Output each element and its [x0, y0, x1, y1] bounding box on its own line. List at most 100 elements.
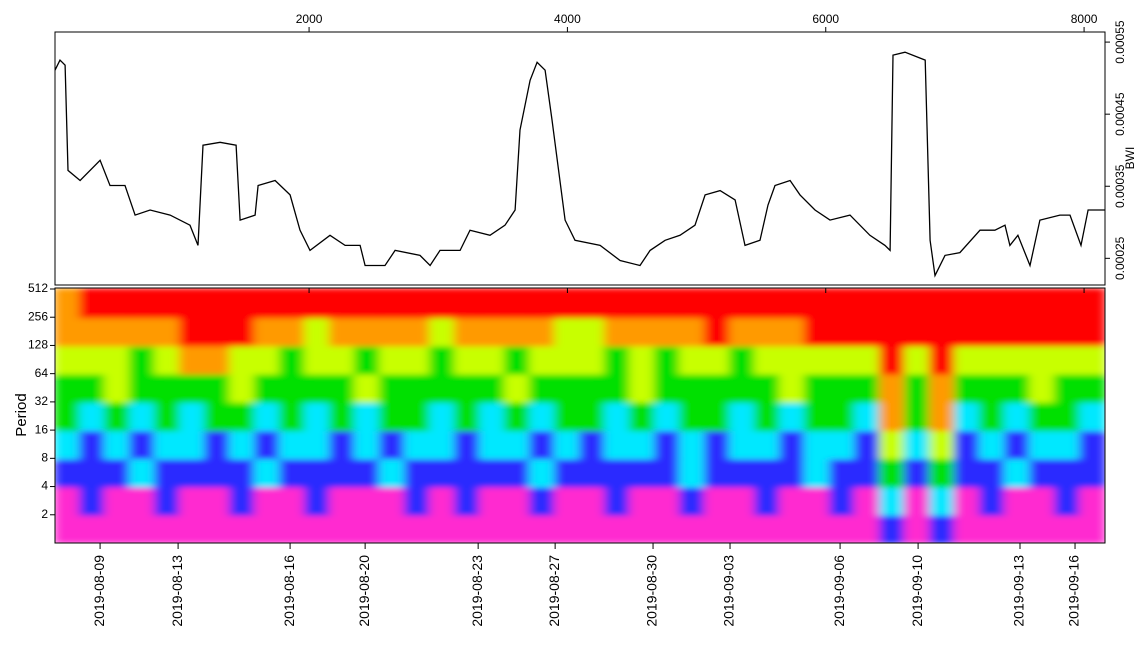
heat-cell: [554, 429, 581, 460]
heat-cell: [829, 513, 856, 543]
heat-cell: [1079, 288, 1105, 319]
heat-cell: [279, 457, 306, 488]
heatmap-cells: [55, 288, 1105, 543]
heat-cell: [904, 372, 931, 403]
heat-cell: [55, 316, 81, 347]
heat-cell: [629, 485, 656, 516]
heat-cell: [404, 429, 431, 460]
heat-cell: [454, 485, 481, 516]
heat-cell: [129, 457, 156, 488]
heat-cell: [55, 400, 81, 432]
y-tick-label: 16: [35, 422, 49, 436]
heat-cell: [929, 457, 956, 488]
heat-cell: [479, 400, 506, 432]
heat-cell: [529, 457, 556, 488]
heat-cell: [479, 429, 506, 460]
heat-cell: [704, 457, 731, 488]
heat-cell: [529, 400, 556, 432]
heat-cell: [779, 288, 806, 319]
x-tick-label: 6000: [812, 12, 839, 26]
heat-cell: [354, 344, 381, 375]
heat-cell: [454, 400, 481, 432]
y-tick-label: 0.00045: [1113, 92, 1127, 136]
heat-cell: [804, 316, 831, 347]
heat-cell: [204, 457, 231, 488]
heat-cell: [254, 513, 281, 543]
heat-cell: [579, 372, 606, 403]
heat-cell: [404, 344, 431, 375]
x-tick-label: 2019-08-20: [356, 555, 372, 627]
heat-cell: [679, 288, 706, 319]
heat-cell: [254, 457, 281, 488]
heat-cell: [479, 457, 506, 488]
y-tick-label: 64: [35, 366, 49, 380]
heat-cell: [279, 316, 306, 347]
heat-cell: [1029, 400, 1056, 432]
heat-cell: [154, 485, 181, 516]
heat-cell: [229, 400, 256, 432]
heat-cell: [1054, 513, 1081, 543]
heat-cell: [179, 513, 206, 543]
heat-cell: [429, 457, 456, 488]
heat-cell: [479, 372, 506, 403]
x-tick-label: 2019-08-23: [469, 555, 485, 627]
heat-cell: [679, 429, 706, 460]
heat-cell: [904, 400, 931, 432]
heat-cell: [829, 288, 856, 319]
heat-cell: [679, 457, 706, 488]
heat-cell: [329, 457, 356, 488]
heat-cell: [604, 344, 631, 375]
heat-cell: [1029, 344, 1056, 375]
y-tick-label: 0.00055: [1113, 20, 1127, 64]
heat-cell: [354, 457, 381, 488]
heat-cell: [1054, 485, 1081, 516]
heat-cell: [529, 372, 556, 403]
heat-cell: [854, 344, 881, 375]
heat-cell: [729, 372, 756, 403]
x-tick-label: 2019-09-13: [1011, 555, 1027, 627]
heat-cell: [1004, 400, 1031, 432]
heat-cell: [1029, 372, 1056, 403]
heat-cell: [354, 288, 381, 319]
heat-cell: [104, 457, 131, 488]
heat-cell: [804, 485, 831, 516]
heat-cell: [804, 288, 831, 319]
heat-cell: [629, 429, 656, 460]
heat-cell: [804, 344, 831, 375]
heat-cell: [154, 288, 181, 319]
heat-cell: [654, 485, 681, 516]
heat-cell: [604, 400, 631, 432]
heat-cell: [529, 316, 556, 347]
heat-cell: [729, 457, 756, 488]
heat-cell: [604, 316, 631, 347]
x-tick-label: 4000: [554, 12, 581, 26]
heat-cell: [329, 316, 356, 347]
heat-cell: [829, 485, 856, 516]
heat-cell: [55, 513, 81, 543]
heat-cell: [229, 372, 256, 403]
heat-cell: [279, 429, 306, 460]
heat-cell: [629, 457, 656, 488]
heat-cell: [879, 400, 906, 432]
heat-cell: [604, 288, 631, 319]
y-tick-label: 4: [41, 479, 48, 493]
heat-cell: [404, 400, 431, 432]
heat-cell: [354, 485, 381, 516]
heat-cell: [854, 316, 881, 347]
heat-cell: [954, 372, 981, 403]
heat-cell: [954, 485, 981, 516]
heat-cell: [1054, 400, 1081, 432]
heat-cell: [379, 485, 406, 516]
heat-cell: [154, 372, 181, 403]
top-frame: [54, 31, 1106, 286]
heat-cell: [354, 316, 381, 347]
heat-cell: [579, 344, 606, 375]
heat-cell: [79, 513, 106, 543]
heat-cell: [779, 457, 806, 488]
y-tick-label: 0.00035: [1113, 164, 1127, 208]
y2-axis-label: BWI: [1123, 147, 1137, 170]
heat-cell: [779, 513, 806, 543]
heat-cell: [1004, 288, 1031, 319]
heat-cell: [254, 485, 281, 516]
heat-cell: [954, 288, 981, 319]
